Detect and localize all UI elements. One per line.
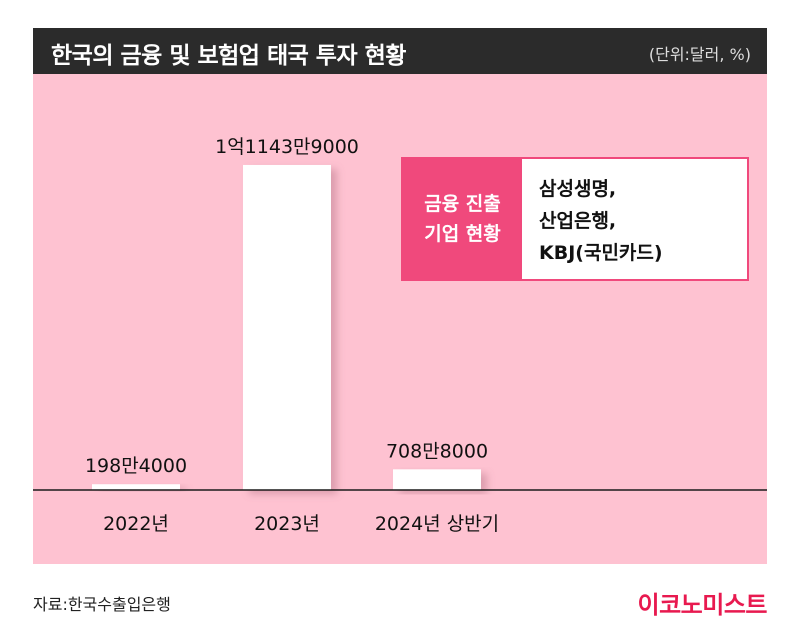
bar-2 <box>393 469 481 490</box>
category-label-2: 2024년 상반기 <box>375 513 499 535</box>
publisher-logo: 이코노미스트 <box>637 591 768 619</box>
legend-label: 금융 진출 기업 현황 <box>403 159 522 279</box>
bar-0 <box>92 484 180 490</box>
chart-header: 한국의 금융 및 보험업 태국 투자 현황 (단위:달러, %) <box>33 28 767 74</box>
data-label-2: 708만8000 <box>386 440 488 462</box>
legend-label-line-1: 금융 진출 <box>424 193 501 215</box>
bar-1 <box>243 164 331 490</box>
category-label-1: 2023년 <box>254 513 320 535</box>
data-label-1: 1억1143만9000 <box>215 136 359 158</box>
data-label-0: 198만4000 <box>85 455 187 477</box>
bar-chart: 198만4000 2022년 1억1143만9000 2023년 708만8000 202… <box>33 136 767 535</box>
legend-box: 금융 진출 기업 현황 삼성생명, 산업은행, KBJ(국민카드) <box>401 157 749 281</box>
legend-label-line-2: 기업 현황 <box>424 223 501 245</box>
chart-title: 한국의 금융 및 보험업 태국 투자 현황 <box>51 43 406 69</box>
source-note: 자료:한국수출입은행 <box>33 595 171 614</box>
legend-companies: 삼성생명, 산업은행, KBJ(국민카드) <box>539 173 663 269</box>
company-kbj: KBJ(국민카드) <box>539 242 663 264</box>
company-kdb: 산업은행, <box>539 210 617 232</box>
unit-label: (단위:달러, %) <box>648 45 751 64</box>
company-samsung-life: 삼성생명, <box>539 178 617 200</box>
category-label-0: 2022년 <box>103 513 169 535</box>
